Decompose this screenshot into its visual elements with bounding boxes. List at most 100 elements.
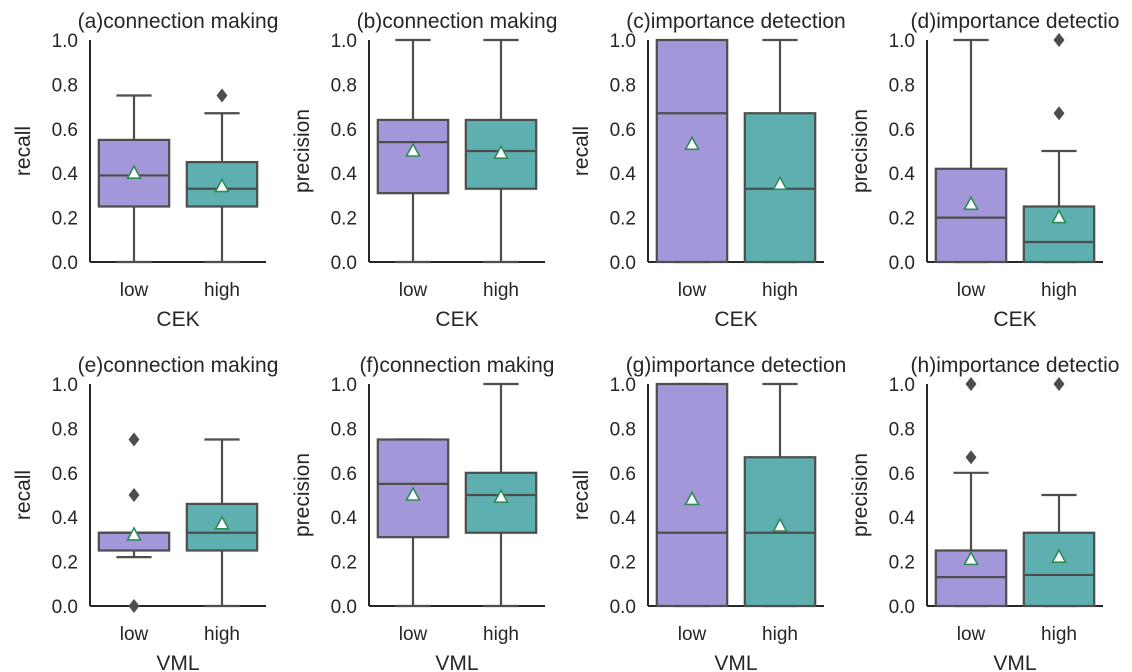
- y-tick-label: 0.8: [610, 75, 636, 96]
- y-tick-label: 1.0: [331, 31, 357, 52]
- box-low: [655, 38, 729, 264]
- y-tick-label: 0.2: [331, 209, 357, 230]
- x-axis-label: VML: [993, 652, 1036, 672]
- y-tick-label: 0.4: [889, 508, 916, 529]
- y-tick-label: 0.2: [889, 209, 915, 230]
- outlier-marker: [1053, 33, 1065, 47]
- y-tick-label: 0.0: [610, 253, 636, 274]
- mean-marker: [214, 515, 230, 530]
- x-axis-label: CEK: [435, 308, 478, 331]
- x-tick-label: high: [762, 280, 798, 301]
- x-axis-label: CEK: [714, 308, 757, 331]
- mean-marker: [963, 195, 979, 211]
- x-axis-label: VML: [714, 652, 757, 672]
- y-tick-label: 0.2: [52, 553, 78, 574]
- y-tick-label: 0.8: [610, 419, 636, 440]
- x-tick-label: high: [1041, 280, 1077, 301]
- x-axis-label: VML: [156, 652, 199, 672]
- x-tick-label: low: [957, 280, 986, 301]
- y-tick-label: 0.0: [52, 253, 78, 274]
- outlier-marker: [128, 599, 140, 613]
- y-tick-label: 0.2: [610, 553, 636, 574]
- box-low: [934, 167, 1008, 264]
- outlier-marker: [965, 450, 977, 465]
- y-tick-label: 0.8: [331, 75, 357, 96]
- x-tick-label: low: [399, 624, 428, 645]
- panel-title: (d)importance detectio: [911, 10, 1120, 33]
- panel-title: (a)connection making: [78, 10, 279, 33]
- x-tick-label: high: [204, 624, 240, 645]
- y-tick-label: 1.0: [610, 375, 636, 396]
- mean-marker: [1051, 548, 1067, 563]
- x-tick-label: low: [957, 624, 986, 645]
- y-tick-label: 0.0: [331, 597, 357, 618]
- y-tick-label: 0.6: [889, 120, 915, 141]
- mean-marker: [126, 526, 142, 541]
- y-axis-label: recall: [570, 470, 593, 520]
- y-tick-label: 0.4: [610, 508, 637, 529]
- y-axis-label: precision: [849, 109, 872, 193]
- outlier-marker: [128, 432, 140, 447]
- mean-marker: [1051, 208, 1067, 224]
- y-tick-label: 0.2: [52, 209, 78, 230]
- mean-marker: [684, 135, 700, 151]
- panel-title: (b)connection making: [357, 10, 558, 33]
- y-tick-label: 0.4: [889, 164, 916, 185]
- y-tick-label: 0.4: [610, 164, 637, 185]
- mean-marker: [772, 175, 788, 191]
- y-tick-label: 0.4: [52, 508, 79, 529]
- y-tick-label: 0.0: [52, 597, 78, 618]
- y-tick-label: 0.6: [331, 120, 357, 141]
- y-tick-label: 0.6: [610, 464, 636, 485]
- y-tick-label: 0.4: [52, 164, 79, 185]
- x-axis-label: CEK: [156, 308, 199, 331]
- box-high: [1022, 531, 1096, 608]
- x-tick-label: high: [762, 624, 798, 645]
- y-tick-label: 0.6: [889, 464, 915, 485]
- y-tick-label: 0.8: [889, 419, 915, 440]
- y-tick-label: 0.0: [610, 597, 636, 618]
- y-tick-label: 0.6: [52, 120, 78, 141]
- y-axis-label: precision: [291, 109, 314, 193]
- x-axis-label: VML: [435, 652, 478, 672]
- x-tick-label: high: [483, 280, 519, 301]
- mean-marker: [405, 142, 421, 157]
- y-tick-label: 1.0: [331, 375, 357, 396]
- outlier-marker: [1053, 106, 1065, 121]
- y-axis-label: recall: [12, 126, 35, 176]
- y-tick-label: 0.8: [331, 419, 357, 440]
- y-tick-label: 1.0: [52, 31, 78, 52]
- y-tick-label: 0.8: [52, 419, 78, 440]
- y-axis-label: precision: [291, 453, 314, 537]
- mean-marker: [772, 517, 788, 532]
- x-tick-label: low: [399, 280, 428, 301]
- y-tick-label: 0.2: [889, 553, 915, 574]
- mean-marker: [493, 144, 509, 160]
- outlier-marker: [128, 488, 140, 502]
- y-tick-label: 0.4: [331, 164, 358, 185]
- y-tick-label: 0.2: [610, 209, 636, 230]
- y-tick-label: 0.6: [52, 464, 78, 485]
- mean-marker: [405, 486, 421, 501]
- y-tick-label: 0.8: [889, 75, 915, 96]
- panel-title: (f)connection making: [360, 354, 555, 377]
- panel-title: (c)importance detection: [626, 10, 845, 33]
- y-tick-label: 1.0: [889, 31, 915, 52]
- y-tick-label: 0.0: [889, 597, 915, 618]
- y-axis-label: precision: [849, 453, 872, 537]
- y-tick-label: 1.0: [52, 375, 78, 396]
- x-tick-label: high: [1041, 624, 1077, 645]
- panel-title: (g)importance detection: [626, 354, 847, 377]
- x-tick-label: high: [204, 280, 240, 301]
- outlier-marker: [1053, 377, 1065, 391]
- y-tick-label: 1.0: [610, 31, 636, 52]
- outlier-marker: [965, 377, 977, 391]
- x-tick-label: low: [120, 624, 149, 645]
